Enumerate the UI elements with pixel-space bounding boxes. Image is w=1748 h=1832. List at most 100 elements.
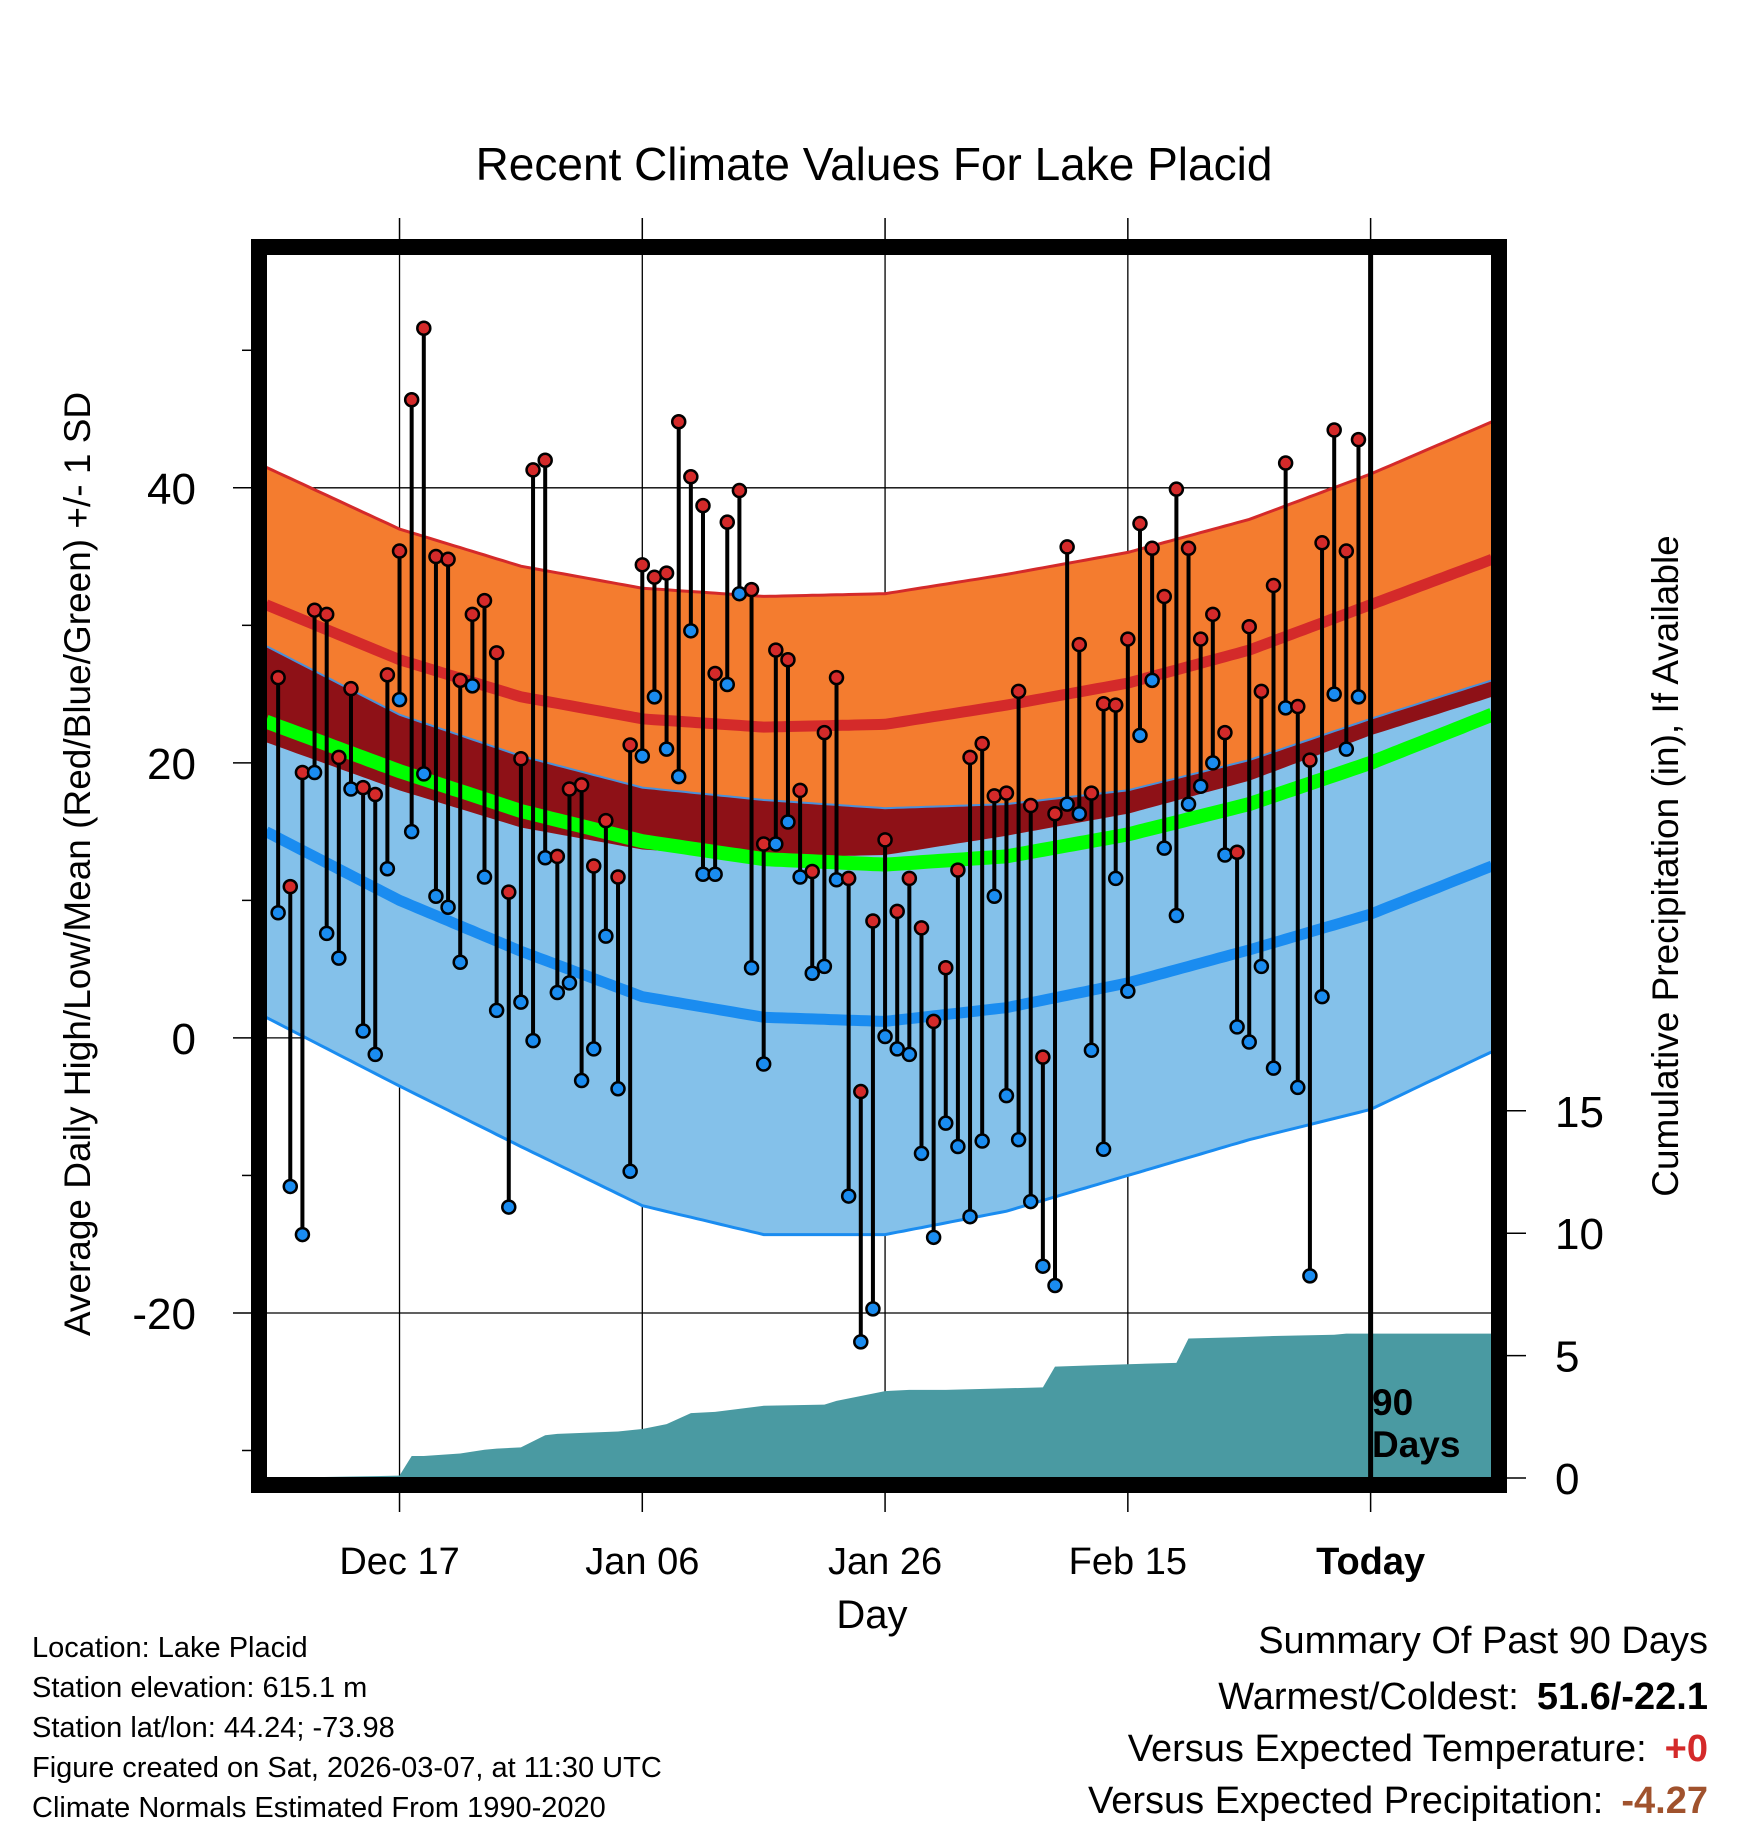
daily-low-point <box>610 1081 626 1097</box>
daily-low-point <box>331 950 347 966</box>
station-info: Location: Lake Placid Station elevation:… <box>32 1628 662 1828</box>
daily-high-point <box>440 551 456 568</box>
daily-high-point <box>1107 697 1124 713</box>
daily-high-point <box>270 669 286 686</box>
daily-low-point <box>901 1046 918 1063</box>
daily-low-point <box>1095 1141 1112 1158</box>
daily-low-point <box>719 676 736 693</box>
precip-anomaly-value: -4.27 <box>1621 1780 1708 1822</box>
daily-high-point <box>1217 724 1233 741</box>
x-tick-label: Jan 06 <box>585 1541 699 1583</box>
daily-low-point <box>391 691 408 708</box>
daily-low-point <box>768 836 784 852</box>
daily-low-point <box>1205 755 1221 771</box>
y2-tick-label: 0 <box>1555 1455 1579 1504</box>
daily-low-point <box>816 958 833 975</box>
daily-high-point <box>525 462 541 478</box>
daily-high-point <box>403 392 420 408</box>
daily-low-point <box>1132 727 1148 744</box>
daily-low-point <box>585 1041 602 1057</box>
daily-low-point <box>1265 1060 1282 1076</box>
cumulative-precipitation <box>266 1333 1492 1478</box>
daily-high-point <box>1290 698 1306 715</box>
daily-high-point <box>743 581 760 598</box>
y-tick-label: 20 <box>147 740 196 789</box>
daily-high-point <box>1071 636 1088 653</box>
daily-high-point <box>416 320 432 337</box>
daily-low-point <box>1071 805 1088 822</box>
daily-high-point <box>780 651 796 668</box>
temp-anomaly-label: Versus Expected Temperature: <box>1127 1728 1647 1770</box>
normal-low-line <box>266 826 1492 1027</box>
daily-low-point <box>282 1178 299 1195</box>
daily-high-point <box>998 785 1015 801</box>
daily-high-point <box>355 779 371 796</box>
summary-heading: Summary Of Past 90 Days <box>1258 1620 1708 1662</box>
daily-low-point <box>1156 840 1173 856</box>
daily-low-point <box>1314 988 1330 1005</box>
daily-low-point <box>658 741 675 757</box>
daily-low-point <box>440 899 456 916</box>
daily-low-point <box>525 1032 541 1049</box>
daily-high-point <box>707 665 723 682</box>
today-label-line2: Days <box>1372 1424 1460 1465</box>
daily-high-point <box>1010 683 1027 700</box>
daily-low-point <box>573 1072 590 1089</box>
location-text: Location: Lake Placid <box>32 1632 308 1664</box>
y-tick-label: 40 <box>147 465 196 514</box>
daily-high-point <box>573 777 590 793</box>
daily-high-point <box>379 667 396 683</box>
daily-low-point <box>452 954 468 971</box>
daily-low-point <box>962 1208 978 1225</box>
daily-high-point <box>1035 1049 1051 1065</box>
daily-low-point <box>379 861 396 877</box>
daily-low-point <box>416 766 432 782</box>
daily-low-point <box>780 814 796 830</box>
daily-high-point <box>986 788 1003 804</box>
daily-low-point <box>889 1041 905 1057</box>
daily-high-point <box>428 548 444 565</box>
daily-high-point <box>549 848 566 865</box>
daily-high-point <box>816 724 833 741</box>
daily-high-point <box>1144 540 1160 557</box>
daily-low-point <box>318 925 335 942</box>
daily-high-point <box>585 858 602 874</box>
daily-high-point <box>719 514 736 530</box>
daily-high-point <box>828 669 845 686</box>
daily-low-point <box>1120 983 1136 999</box>
daily-low-point <box>622 1163 638 1180</box>
daily-low-point <box>549 984 566 1001</box>
daily-low-point <box>925 1229 942 1246</box>
daily-high-point <box>938 960 954 976</box>
daily-high-point <box>804 863 820 880</box>
daily-low-point <box>670 768 687 785</box>
summary-panel: Summary Of Past 90 Days Warmest/Coldest:… <box>1088 1620 1708 1832</box>
daily-high-point <box>901 870 918 887</box>
daily-low-point <box>646 689 663 705</box>
daily-low-point <box>743 960 760 976</box>
daily-low-point <box>1241 1034 1257 1050</box>
daily-low-point <box>488 1002 505 1019</box>
y2-axis-label: Cumulative Precipitation (in), If Availa… <box>1645 535 1686 1197</box>
daily-high-point <box>488 645 505 661</box>
y-tick-label: -20 <box>132 1290 196 1339</box>
daily-low-point <box>1302 1268 1318 1284</box>
daily-low-point <box>367 1046 383 1063</box>
x-tick-label: Today <box>1316 1541 1425 1583</box>
daily-high-point <box>282 878 299 895</box>
daily-low-point <box>306 764 323 781</box>
y2-tick-label: 10 <box>1555 1210 1604 1259</box>
y2-axis: 0 5 10 15 <box>1507 1088 1604 1504</box>
daily-range-bars <box>276 328 1361 1342</box>
daily-high-point <box>683 469 699 485</box>
daily-high-point <box>391 543 408 559</box>
daily-high-point <box>731 482 748 499</box>
daily-high-point <box>331 749 347 766</box>
daily-low-point <box>804 965 820 982</box>
latlon-text: Station lat/lon: 44.24; -73.98 <box>32 1712 395 1744</box>
daily-high-point <box>792 782 808 799</box>
elevation-text: Station elevation: 615.1 m <box>32 1672 368 1704</box>
daily-high-point <box>1314 535 1330 551</box>
daily-low-point <box>1022 1193 1039 1210</box>
warmest-coldest-value: 51.6/-22.1 <box>1536 1676 1708 1718</box>
